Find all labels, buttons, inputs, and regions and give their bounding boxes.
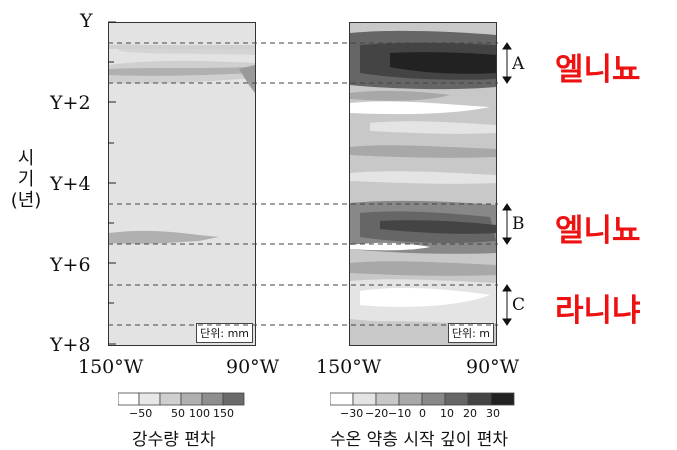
x-tick-label: 150°W <box>316 356 382 378</box>
thermocline-legend-colorbar <box>330 392 515 406</box>
precip-legend-label: 100 <box>189 407 210 420</box>
thermo-legend-title: 수온 약층 시작 깊이 편차 <box>330 430 509 450</box>
thermo-legend-label: −10 <box>388 407 412 420</box>
precip-contour-map <box>109 43 255 244</box>
thermocline-contour-map <box>350 23 496 345</box>
precip-legend-colorbar <box>118 392 245 406</box>
y-tick-label: Y+2 <box>50 92 91 114</box>
x-tick-label: 150°W <box>78 356 144 378</box>
period-label-c: C <box>512 295 526 315</box>
handwritten-note-a: 엘니뇨 <box>555 52 641 88</box>
y-tick-label: Y <box>80 10 93 32</box>
thermo-legend-label: 30 <box>486 407 500 420</box>
precip-legend-label: −50 <box>129 407 153 420</box>
handwritten-note-c: 라니냐 <box>555 293 641 329</box>
left-axis-ticks <box>108 21 116 345</box>
period-label-b: B <box>512 214 525 234</box>
precip-legend <box>118 392 248 406</box>
precip-legend-label: 50 <box>171 407 185 420</box>
x-tick-label: 90°W <box>466 356 520 378</box>
period-label-a: A <box>512 54 525 74</box>
unit-label: 단위: mm <box>196 323 253 343</box>
y-tick-label: Y+6 <box>50 254 91 276</box>
thermo-legend-label: 20 <box>463 407 477 420</box>
thermocline-anomaly-panel: 단위: m <box>349 22 497 346</box>
y-tick-label: Y+8 <box>50 334 91 356</box>
precip-legend-title: 강수량 편차 <box>132 430 216 450</box>
thermo-legend-label: −20 <box>365 407 389 420</box>
y-tick-label: Y+4 <box>50 173 91 195</box>
y-axis-title-char-3: (년) <box>10 190 42 211</box>
unit-label: 단위: m <box>447 323 494 343</box>
y-axis-title: 시 기 (년) <box>6 148 46 211</box>
thermo-legend-label: −30 <box>340 407 364 420</box>
y-axis-title-char-2: 기 <box>17 169 35 190</box>
thermo-legend-label: 0 <box>419 407 426 420</box>
handwritten-note-b: 엘니뇨 <box>555 213 641 249</box>
precip-legend-label: 150 <box>213 407 234 420</box>
precip-anomaly-panel: 단위: mm <box>108 22 256 346</box>
thermocline-legend <box>330 392 520 406</box>
y-axis-title-char-1: 시 <box>17 148 35 169</box>
thermo-legend-label: 10 <box>440 407 454 420</box>
x-tick-label: 90°W <box>226 356 280 378</box>
